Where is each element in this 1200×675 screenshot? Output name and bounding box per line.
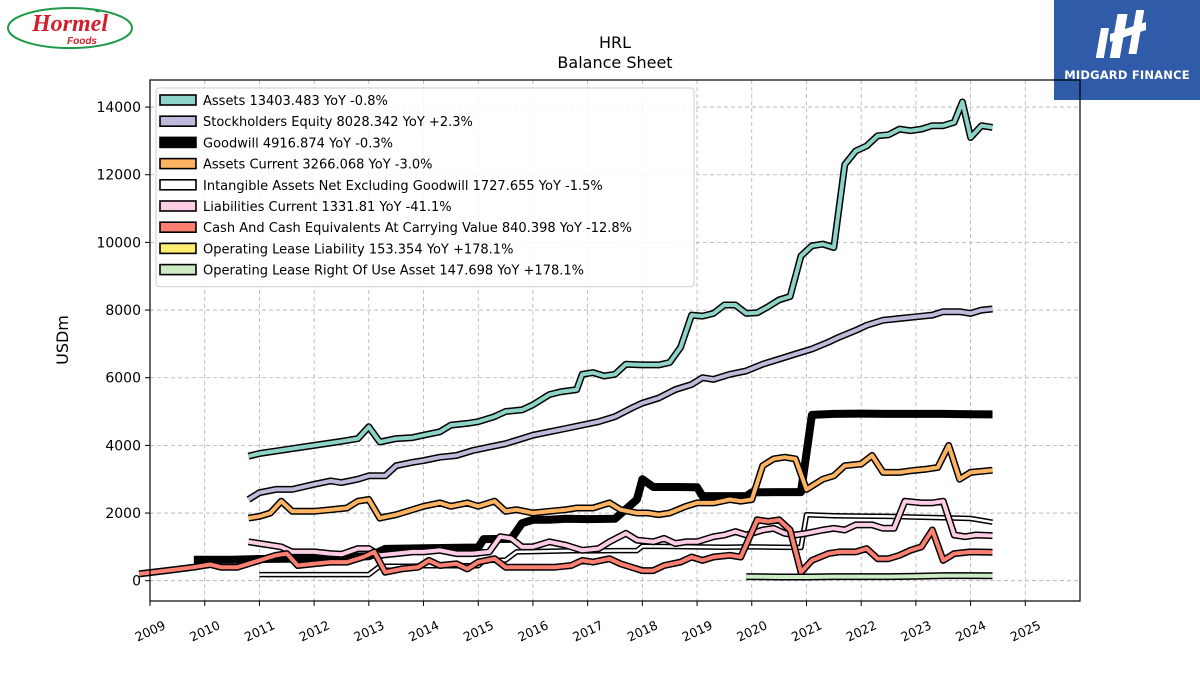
x-tick-label: 2022 (844, 617, 879, 644)
x-tick-label: 2016 (515, 617, 550, 644)
legend-swatch (159, 179, 197, 191)
legend-label: Operating Lease Liability 153.354 YoY +1… (203, 242, 513, 257)
legend: Assets 13403.483 YoY -0.8% Stockholders E… (155, 87, 695, 288)
series-0-line (248, 100, 993, 459)
x-tick-label: 2015 (461, 617, 496, 644)
logo-sub-text: Foods (67, 36, 97, 47)
midgard-emblem-icon (1095, 10, 1146, 58)
x-tick-label: 2023 (898, 617, 933, 644)
x-tick-label: 2017 (570, 617, 605, 644)
y-tick-label: 2000 (105, 506, 141, 522)
x-tick-label: 2025 (1008, 617, 1043, 644)
chart-title: HRL (599, 33, 631, 52)
logo-brand-text: Hormel (31, 11, 108, 37)
x-axis-ticks: 2009 2010 2011 2012 2013 2014 2015 2016 2017 2018… (133, 601, 1043, 644)
x-tick-label: 2013 (351, 617, 386, 644)
legend-swatch (159, 115, 197, 127)
legend-label: Liabilities Current 1331.81 YoY -41.1% (203, 200, 452, 215)
legend-label: Assets Current 3266.068 YoY -3.0% (203, 158, 433, 173)
series-lines (138, 98, 994, 581)
series-3-line (248, 443, 993, 521)
series-8-line (746, 573, 993, 579)
y-tick-label: 12000 (96, 168, 141, 184)
legend-swatch (159, 221, 197, 233)
legend-swatch (159, 242, 197, 255)
series-1-line (247, 307, 993, 502)
legend-label: Assets 13403.483 YoY -0.8% (203, 94, 388, 109)
legend-swatch (159, 94, 197, 106)
series-6-line (138, 517, 993, 576)
legend-label: Operating Lease Right Of Use Asset 147.6… (203, 264, 584, 279)
x-tick-label: 2009 (133, 617, 168, 644)
x-tick-label: 2024 (953, 617, 988, 644)
y-tick-label: 6000 (105, 371, 141, 387)
legend-box (155, 87, 695, 288)
y-tick-label: 10000 (96, 235, 141, 251)
x-tick-label: 2014 (406, 617, 441, 644)
x-tick-label: 2018 (625, 617, 660, 644)
x-tick-label: 2020 (734, 617, 769, 644)
logo-brand-name: MIDGARD FINANCE (1064, 68, 1190, 82)
legend-swatch (159, 200, 197, 212)
x-tick-label: 2012 (297, 617, 332, 644)
midgard-finance-logo: MIDGARD FINANCE (1054, 0, 1200, 100)
legend-label: Cash And Cash Equivalents At Carrying Va… (203, 221, 632, 236)
legend-label: Intangible Assets Net Excluding Goodwill… (203, 179, 603, 194)
x-tick-label: 2021 (789, 617, 824, 644)
x-tick-label: 2019 (680, 617, 715, 644)
y-axis-ticks: 0 2000 4000 6000 8000 10000 12000 14000 (96, 100, 150, 590)
y-axis-label: USDm (53, 315, 72, 365)
legend-swatch (159, 263, 197, 276)
y-tick-label: 14000 (96, 100, 141, 116)
y-tick-label: 4000 (105, 438, 141, 454)
x-tick-label: 2010 (187, 617, 222, 644)
legend-swatch (159, 136, 197, 149)
chart-subtitle: Balance Sheet (557, 53, 672, 72)
legend-swatch (159, 157, 197, 170)
y-tick-label: 8000 (105, 303, 141, 319)
legend-label: Stockholders Equity 8028.342 YoY +2.3% (203, 115, 473, 130)
x-tick-label: 2011 (242, 617, 277, 644)
y-tick-label: 0 (132, 574, 141, 590)
hormel-foods-logo: Hormel Foods (6, 6, 136, 52)
legend-label: Goodwill 4916.874 YoY -0.3% (203, 136, 393, 151)
plot-frame (149, 79, 1081, 602)
